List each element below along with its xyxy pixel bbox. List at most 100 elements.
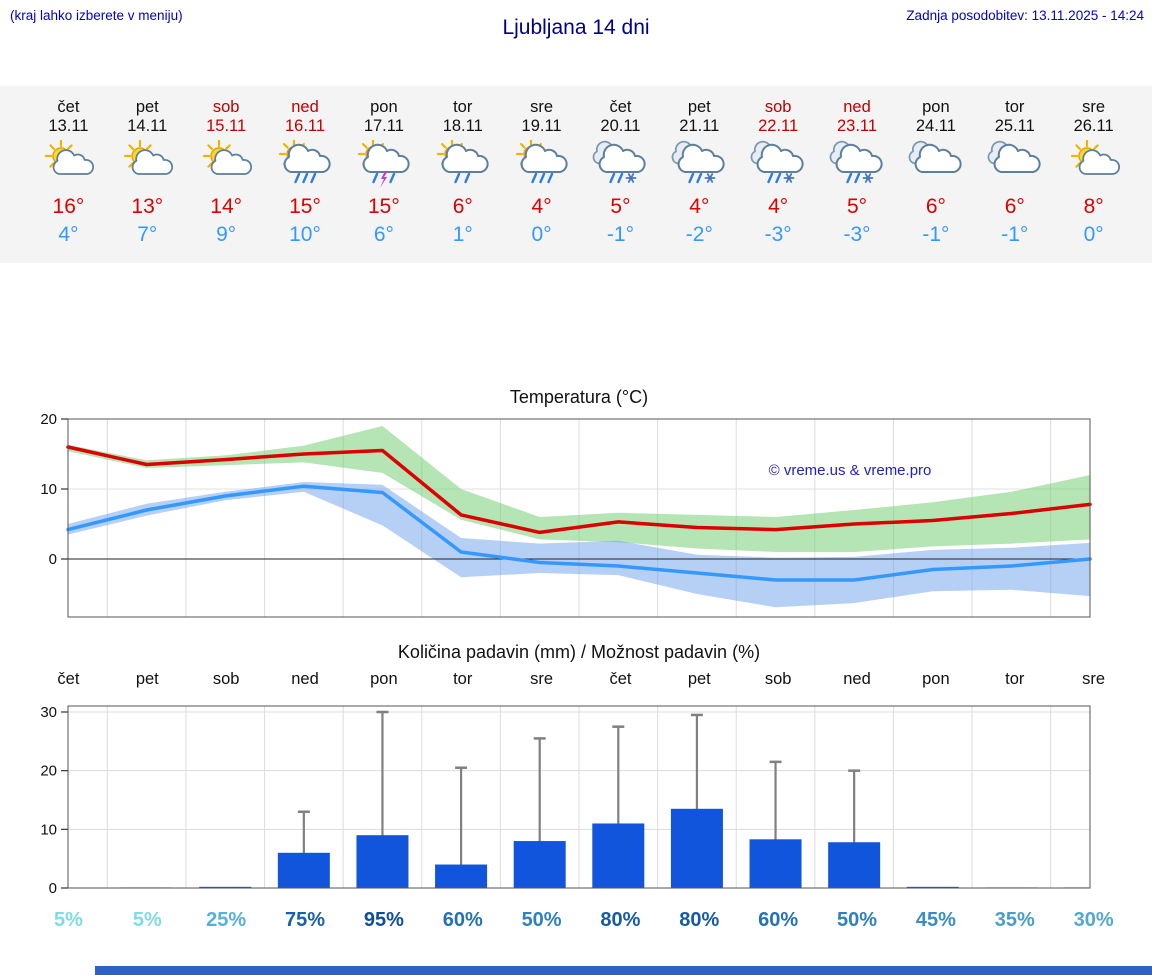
day-date: 13.11: [48, 117, 89, 135]
temperature-chart-section: Temperatura (°C) 0 10 20 © vreme.us & vreme…: [0, 387, 1152, 626]
snowflake-icon: [862, 173, 874, 183]
day-high-temp: 15°: [289, 195, 321, 218]
day-low-temp: -2°: [685, 223, 713, 246]
partly-sunny-weather-icon: [45, 140, 95, 175]
day-date: 20.11: [600, 117, 641, 135]
y-tick-label: 30: [40, 704, 57, 721]
forecast-day-21.11: pet 21.11 4° -2°: [660, 98, 739, 247]
precip-probability: 35%: [994, 909, 1035, 931]
y-tick-label: 0: [49, 551, 57, 568]
precip-day-label: pon: [370, 670, 398, 688]
precip-probability: 25%: [206, 909, 247, 931]
precip-probability: 5%: [53, 909, 83, 931]
precip-bar: [592, 823, 645, 888]
day-name: tor: [453, 98, 473, 116]
day-low-temp: 0°: [1083, 223, 1104, 246]
temperature-chart-title: Temperatura (°C): [509, 387, 649, 407]
day-date: 26.11: [1073, 117, 1114, 135]
day-date: 15.11: [206, 117, 247, 135]
precip-probability: 80%: [679, 909, 720, 931]
day-high-temp: 4°: [689, 195, 710, 218]
precip-bar: [356, 835, 409, 888]
day-date: 18.11: [442, 117, 483, 135]
day-name: tor: [1005, 98, 1025, 116]
last-update-label: Zadnja posodobitev: 13.11.2025 - 14:24: [906, 8, 1144, 23]
day-low-temp: 6°: [373, 223, 394, 246]
forecast-day-16.11: ned 16.11 15° 10°: [266, 98, 345, 247]
precip-bar: [513, 841, 566, 888]
day-low-temp: -3°: [764, 223, 792, 246]
bottom-bar: [95, 966, 1152, 975]
precip-bar: [828, 842, 881, 888]
precip-day-label: sre: [530, 670, 554, 688]
day-low-temp: 7°: [137, 223, 158, 246]
partly-sunny-weather-icon: [124, 140, 174, 175]
precip-day-label: sre: [1082, 670, 1106, 688]
precip-bar: [906, 886, 959, 888]
sleet-weather-icon: [593, 140, 647, 184]
precip-day-label: pon: [922, 670, 950, 688]
day-low-temp: -3°: [843, 223, 871, 246]
forecast-day-19.11: sre 19.11 4° 0°: [502, 98, 581, 247]
precip-day-label: pet: [687, 670, 711, 688]
forecast-day-14.11: pet 14.11 13° 7°: [108, 98, 187, 247]
precip-bar: [199, 886, 252, 888]
day-name: sob: [764, 98, 792, 116]
day-high-temp: 16°: [52, 195, 85, 218]
y-tick-label: 20: [40, 763, 57, 780]
day-name: ned: [843, 98, 871, 116]
precip-day-label: sob: [212, 670, 240, 688]
day-low-temp: 1°: [452, 223, 473, 246]
watermark: © vreme.us & vreme.pro: [769, 462, 932, 479]
day-date: 14.11: [127, 117, 168, 135]
precipitation-chart-title: Količina padavin (mm) / Možnost padavin …: [397, 642, 761, 662]
y-tick-label: 10: [40, 821, 57, 838]
precip-probability: 30%: [1073, 909, 1114, 931]
precip-probability: 95%: [363, 909, 404, 931]
day-name: sob: [212, 98, 240, 116]
menu-hint-link[interactable]: (kraj lahko izberete v meniju): [10, 8, 183, 23]
day-date: 24.11: [915, 117, 956, 135]
forecast-day-13.11: čet 13.11 16° 4°: [29, 98, 108, 247]
day-high-temp: 8°: [1083, 195, 1104, 218]
day-low-temp: -1°: [606, 223, 634, 246]
partly-sunny-weather-icon: [203, 140, 253, 175]
precipitation-chart-section: Količina padavin (mm) / Možnost padavin …: [0, 642, 1152, 937]
day-name: sre: [1082, 98, 1106, 116]
day-date: 19.11: [521, 117, 562, 135]
day-date: 23.11: [836, 117, 878, 135]
precip-bar: [749, 839, 802, 888]
day-high-temp: 6°: [925, 195, 946, 218]
sleet-weather-icon: [829, 140, 883, 184]
forecast-day-23.11: ned 23.11 5° -3°: [818, 98, 897, 247]
day-low-temp: 4°: [58, 223, 79, 246]
low-temp-line: [66, 484, 1092, 582]
forecast-day-17.11: pon 17.11 15° 6°: [344, 98, 423, 247]
precip-probability: 50%: [837, 909, 878, 931]
day-name: pon: [370, 98, 398, 116]
lightning-icon: [379, 171, 388, 188]
sleet-weather-icon: [750, 140, 804, 184]
precip-probability: 60%: [442, 909, 483, 931]
day-name: sre: [530, 98, 554, 116]
precip-bar: [277, 852, 330, 888]
precip-day-label: tor: [1005, 670, 1025, 688]
precip-bar: [670, 808, 723, 888]
day-low-temp: 10°: [289, 223, 321, 246]
temperature-chart: 0 10 20 © vreme.us & vreme.pro: [40, 411, 1092, 618]
day-low-temp: 0°: [531, 223, 552, 246]
rain-sun-weather-icon: [278, 140, 331, 184]
snowflake-icon: [626, 173, 637, 183]
day-name: čet: [609, 98, 632, 116]
rain-sun-weather-icon: [515, 140, 568, 184]
day-date: 21.11: [679, 117, 720, 135]
precip-probability: 75%: [284, 909, 326, 931]
day-low-temp: -1°: [922, 223, 950, 246]
cloudy-weather-icon: [987, 140, 1041, 173]
cloudy-weather-icon: [908, 140, 962, 173]
y-tick-label: 0: [49, 880, 57, 897]
day-high-temp: 15°: [367, 195, 400, 218]
header: (kraj lahko izberete v meniju) Ljubljana…: [0, 0, 1152, 42]
snowflake-icon: [704, 173, 716, 183]
